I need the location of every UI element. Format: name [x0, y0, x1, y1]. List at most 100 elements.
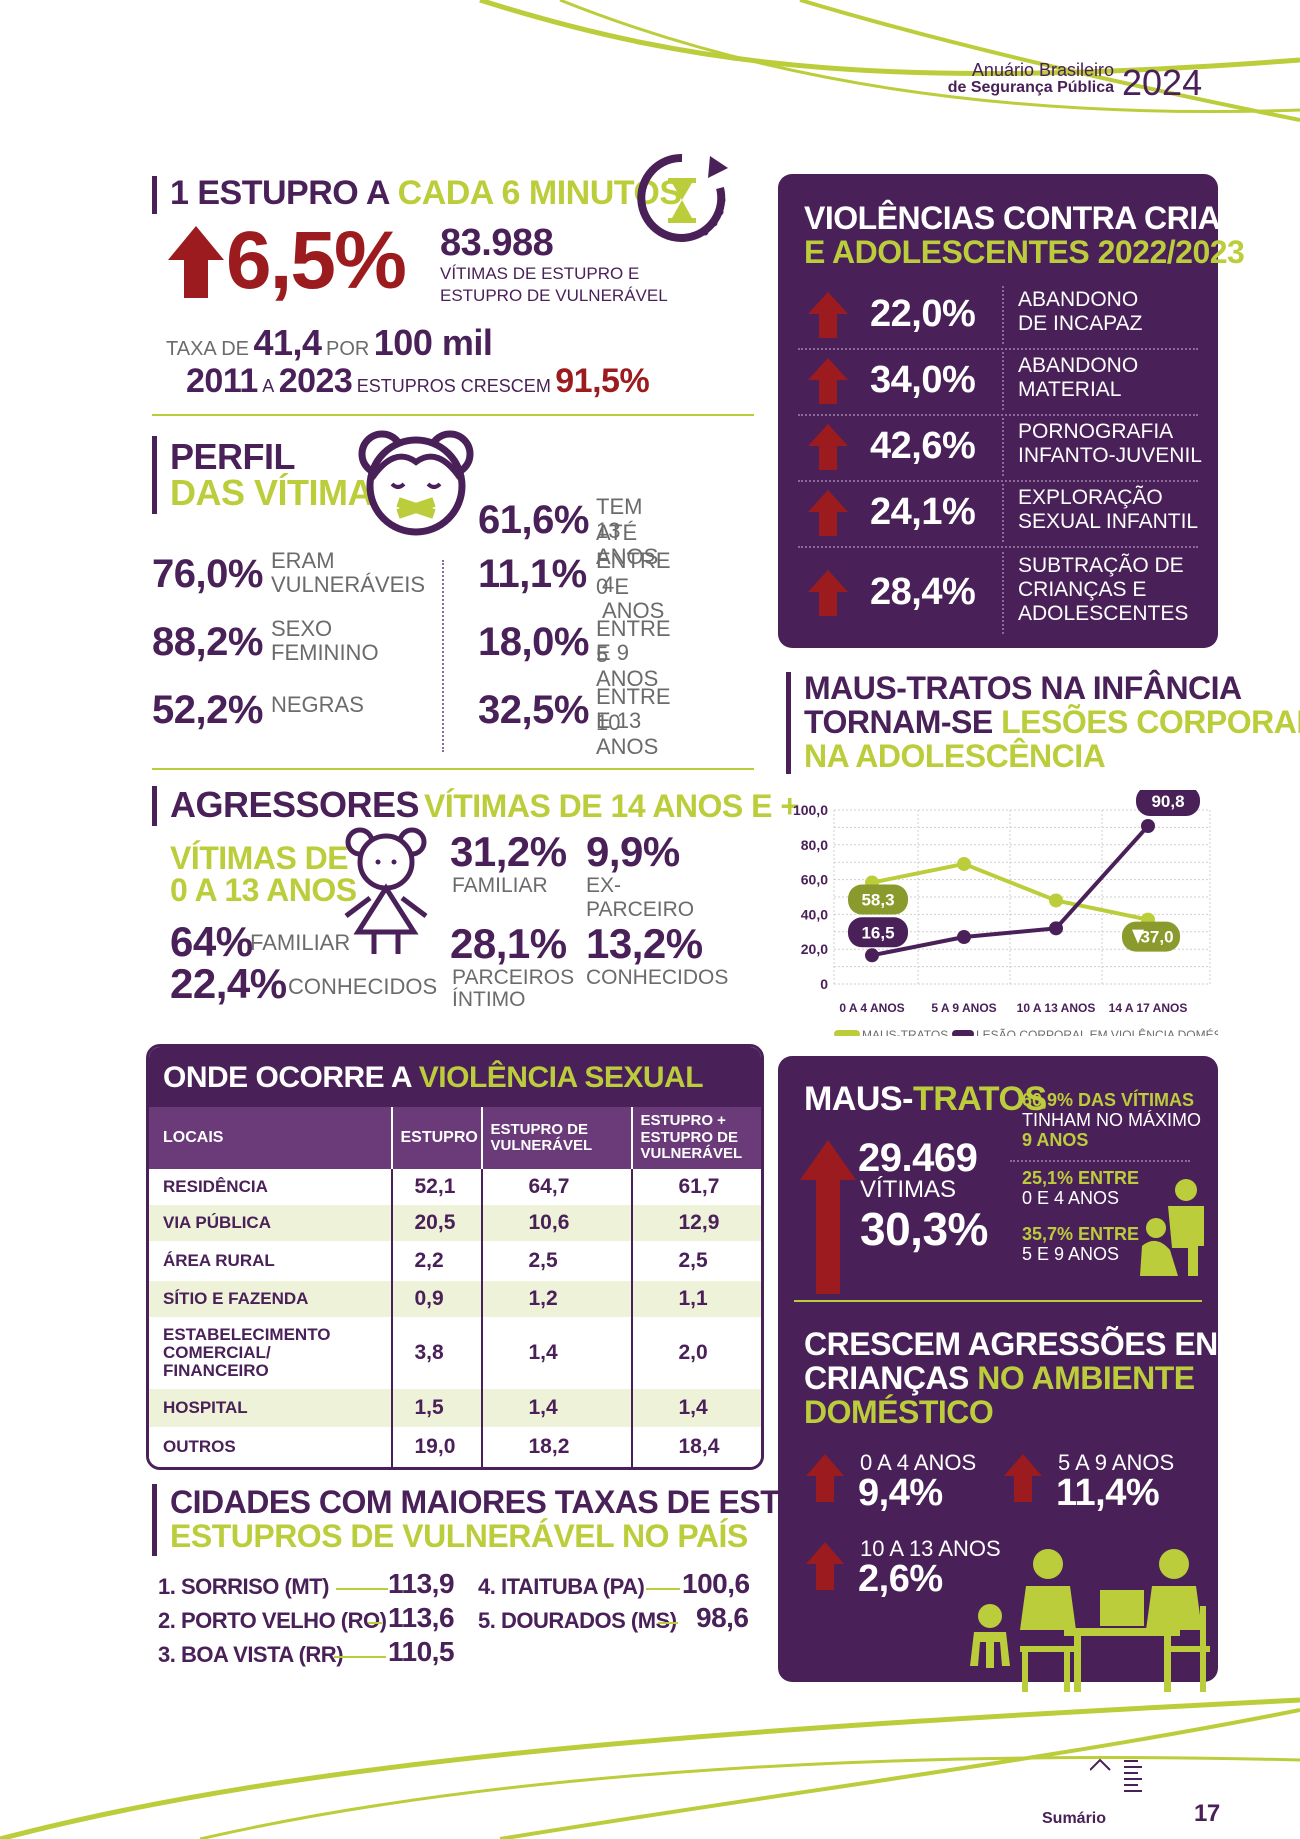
perfil-label: E 13 ANOS: [596, 708, 659, 759]
table-row: ESTABELECIMENTO COMERCIAL/ FINANCEIRO 3,8…: [149, 1317, 761, 1389]
perfil-label: 13 ANOS: [596, 518, 659, 569]
agressor-label: EX-PARCEIRO: [586, 874, 695, 921]
maus-divider: [794, 1300, 1202, 1302]
table-cell-value: 1,2: [481, 1281, 633, 1317]
maus-pct: 30,3%: [860, 1203, 988, 1255]
section-bar: [152, 176, 157, 214]
y-tick-label: 0: [820, 976, 828, 992]
crescem-value: 9,4%: [858, 1472, 943, 1514]
data-label: 16,5: [861, 923, 894, 942]
y-tick-label: 100,0: [793, 802, 828, 818]
leader-line: [368, 1622, 382, 1624]
dotted-separator: [1002, 484, 1004, 542]
table-cell-value: 0,9: [391, 1281, 483, 1317]
local-table: LOCAIS ESTUPRO ESTUPRO DE VULNERÁVEL EST…: [149, 1107, 761, 1467]
section-bar: [152, 1484, 157, 1556]
section-bar: [786, 672, 791, 774]
crouching-child-icon: [1140, 1179, 1204, 1276]
perfil-label: ERAM: [271, 548, 335, 573]
dotted-separator: [1002, 286, 1004, 344]
violencia-label: ABANDONO: [1018, 288, 1139, 311]
cidade-name: 2. PORTO VELHO (RO): [158, 1608, 387, 1633]
family-table-icon: [970, 1549, 1210, 1692]
table-header: ESTUPRO DE VULNERÁVEL: [481, 1107, 633, 1169]
maus-dotted-divider: [1010, 1160, 1190, 1162]
perfil-label: VULNERÁVEIS: [271, 572, 426, 597]
x-tick-label: 0 A 4 ANOS: [839, 1001, 904, 1015]
violencia-value: 34,0%: [870, 359, 976, 401]
y-tick-label: 40,0: [801, 906, 828, 922]
up-arrow-icon: [806, 1454, 844, 1502]
dotted-separator: [1002, 352, 1004, 410]
x-tick-label: 10 A 13 ANOS: [1017, 1001, 1096, 1015]
crescem-label: 10 A 13 ANOS: [860, 1536, 1001, 1561]
series-line-lesao-corporal: [871, 824, 1150, 958]
table-row: OUTROS 19,0 18,2 18,4: [149, 1427, 761, 1467]
table-cell-value: 19,0: [391, 1427, 483, 1467]
leader-line: [334, 1656, 386, 1658]
agressores-v013-title1: VÍTIMAS DE: [170, 840, 349, 876]
leader-line: [658, 1622, 678, 1624]
perfil-label: E 9 ANOS: [596, 640, 659, 691]
agressor-label: CONHECIDOS: [288, 974, 438, 999]
perfil-label: FEMININO: [271, 640, 379, 665]
agressor-label: ÍNTIMO: [452, 988, 526, 1011]
table-cell-value: 2,2: [391, 1241, 483, 1281]
up-arrow-icon: [808, 292, 848, 338]
child-icon: [344, 827, 428, 954]
local-table-card: ONDE OCORRE A VIOLÊNCIA SEXUAL LOCAIS ES…: [146, 1044, 764, 1470]
table-cell-local: OUTROS: [149, 1427, 393, 1467]
sumario-icon[interactable]: [1090, 1758, 1146, 1794]
y-tick-label: 80,0: [801, 837, 828, 853]
perfil-label: ENTRE 0 E: [596, 548, 671, 599]
perfil-label: ENTRE 5: [596, 616, 671, 667]
data-label-bg: [1136, 790, 1200, 817]
header-line1: Anuário Brasileiro: [971, 60, 1114, 80]
estupro-taxa: TAXA DE 41,4 POR 100 mil: [166, 322, 493, 364]
maus-count: 29.469: [858, 1136, 978, 1180]
data-point: [1141, 819, 1155, 834]
sumario-link[interactable]: Sumário: [1042, 1810, 1107, 1827]
maus-stat3-b: 5 E 9 ANOS: [1022, 1244, 1120, 1264]
table-cell-local: ESTABELECIMENTO COMERCIAL/ FINANCEIRO: [149, 1317, 393, 1389]
cidade-value: 100,6: [682, 1568, 750, 1599]
maus-stat2-b: 0 E 4 ANOS: [1022, 1188, 1120, 1208]
agressor-value: 31,2%: [450, 828, 567, 875]
table-header: LOCAIS: [149, 1107, 393, 1169]
up-arrow-icon: [808, 424, 848, 470]
perfil-title1: PERFIL: [170, 436, 296, 477]
up-arrow-icon: [808, 358, 848, 404]
cidade-name: 1. SORRISO (MT): [158, 1574, 329, 1599]
crescem-title2b: NO AMBIENTE: [977, 1360, 1195, 1396]
table-cell-value: 1,4: [481, 1389, 633, 1427]
data-point: [957, 856, 971, 871]
maus-chart-title2a: TORNAM-SE: [804, 704, 1002, 740]
up-arrow-icon: [800, 1140, 856, 1294]
table-cell-value: 2,5: [481, 1241, 633, 1281]
table-cell-local: VIA PÚBLICA: [149, 1205, 393, 1241]
agressor-label: FAMILIAR: [452, 874, 548, 897]
violencia-label: INFANTO-JUVENIL: [1018, 444, 1202, 467]
crescem-value: 11,4%: [1056, 1472, 1160, 1514]
violencia-label: CRIANÇAS E: [1018, 578, 1147, 601]
agressores-title: AGRESSORES: [170, 784, 420, 825]
perfil-value: 11,1%: [478, 552, 587, 596]
growth-year2: 2023: [278, 362, 353, 400]
page-number: 17: [1194, 1800, 1220, 1827]
agressor-value: 22,4%: [170, 960, 287, 1007]
up-arrow-icon: [808, 490, 848, 536]
maus-title-b: TRATOS: [912, 1080, 1047, 1118]
table-cell-value: 12,9: [678, 1210, 720, 1234]
maus-stat1: 60,9% DAS VÍTIMAS: [1022, 1090, 1195, 1110]
table-row: HOSPITAL 1,5 1,4 1,4: [149, 1389, 761, 1427]
dotted-divider: [442, 560, 444, 752]
perfil-value: 52,2%: [152, 688, 263, 732]
growth-label: ESTUPROS CRESCEM: [356, 376, 551, 396]
row-divider: [798, 348, 1198, 350]
table-cell-value: 18,4: [678, 1434, 720, 1458]
taxa-value: 41,4: [253, 322, 322, 363]
local-title-a: ONDE OCORRE A: [163, 1061, 419, 1094]
agressor-value: 28,1%: [450, 920, 567, 967]
data-point: [865, 948, 879, 963]
cidade-name: 4. ITAITUBA (PA): [478, 1574, 645, 1599]
